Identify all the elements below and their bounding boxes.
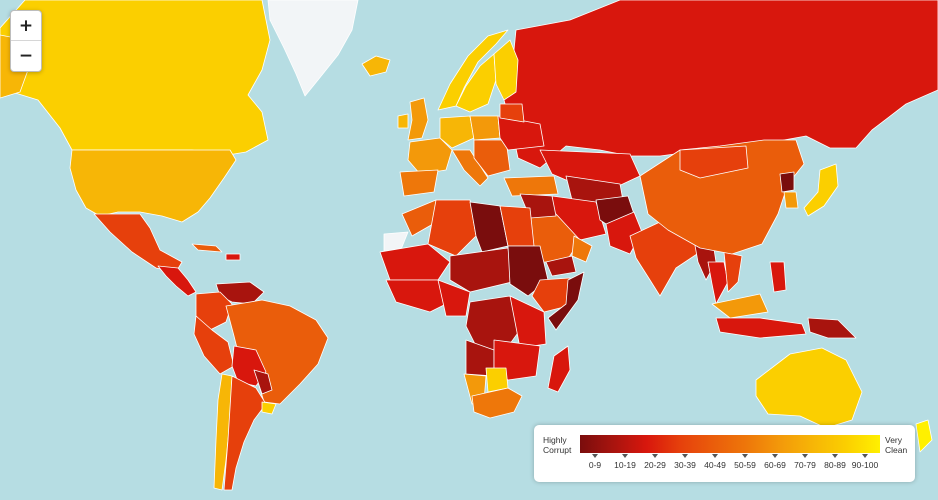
country-malaysia[interactable]: [711, 293, 769, 319]
country-ireland[interactable]: [397, 113, 409, 129]
legend-tick-marker: [802, 454, 808, 458]
legend-tick-50-59: 50-59: [730, 454, 760, 470]
country-south-korea[interactable]: [783, 191, 799, 209]
legend-tick-70-79: 70-79: [790, 454, 820, 470]
legend-tick-marker: [712, 454, 718, 458]
country-algeria[interactable]: [427, 199, 477, 257]
legend-tick-label: 20-29: [644, 460, 666, 470]
country-poland[interactable]: [469, 115, 501, 141]
legend-tick-label: 90-100: [851, 460, 879, 470]
country-canada[interactable]: [0, 0, 271, 157]
country-uk[interactable]: [407, 97, 429, 141]
country-peru[interactable]: [193, 315, 235, 375]
zoom-in-button[interactable]: +: [11, 11, 41, 41]
legend-tick-10-19: 10-19: [610, 454, 640, 470]
country-uruguay[interactable]: [261, 401, 277, 415]
country-yemen[interactable]: [545, 255, 577, 277]
country-iceland[interactable]: [361, 55, 391, 77]
legend-tick-label: 40-49: [704, 460, 726, 470]
legend-tick-label: 50-59: [734, 460, 756, 470]
legend-tick-label: 60-69: [764, 460, 786, 470]
legend-tick-label: 10-19: [614, 460, 636, 470]
country-germany[interactable]: [439, 115, 475, 149]
legend-tick-label: 0-9: [588, 460, 602, 470]
legend-tick-marker: [742, 454, 748, 458]
legend-tick-marker: [772, 454, 778, 458]
country-papua-new-guinea[interactable]: [807, 317, 857, 339]
legend-high-line2: Clean: [885, 445, 908, 455]
country-vietnam[interactable]: [723, 251, 743, 293]
country-madagascar[interactable]: [547, 345, 571, 393]
country-usa[interactable]: [69, 149, 237, 223]
country-philippines[interactable]: [769, 261, 787, 293]
zoom-control: + −: [10, 10, 42, 72]
legend-low-line2: Corrupt: [543, 445, 572, 455]
legend-tick-marker: [592, 454, 598, 458]
legend-tick-label: 30-39: [674, 460, 696, 470]
legend-tick-0-9: 0-9: [580, 454, 610, 470]
country-mali-mauritania[interactable]: [379, 243, 451, 281]
country-argentina[interactable]: [223, 375, 267, 491]
map-legend: Highly Corrupt 0-9 10-19 20-29 30-39 40-49 50…: [534, 425, 915, 482]
legend-ticks: 0-9 10-19 20-29 30-39 40-49 50-59 60-69 70-79 80…: [580, 454, 880, 476]
country-norway[interactable]: [437, 29, 509, 111]
country-hispaniola[interactable]: [225, 253, 241, 261]
country-paraguay[interactable]: [253, 369, 273, 395]
zoom-out-button[interactable]: −: [11, 41, 41, 71]
legend-tick-80-89: 80-89: [820, 454, 850, 470]
country-niger-chad[interactable]: [449, 247, 513, 293]
legend-tick-60-69: 60-69: [760, 454, 790, 470]
country-north-korea[interactable]: [779, 171, 795, 193]
legend-tick-20-29: 20-29: [640, 454, 670, 470]
country-greenland[interactable]: [267, 0, 359, 97]
country-thailand[interactable]: [707, 261, 729, 305]
legend-tick-90-100: 90-100: [850, 454, 880, 470]
legend-tick-marker: [862, 454, 868, 458]
country-finland[interactable]: [493, 39, 519, 101]
country-libya[interactable]: [469, 201, 509, 253]
legend-low-line1: Highly: [543, 435, 567, 445]
country-nigeria[interactable]: [437, 279, 471, 317]
country-east-africa[interactable]: [509, 295, 547, 349]
legend-tick-marker: [652, 454, 658, 458]
country-indonesia[interactable]: [715, 317, 807, 339]
country-mexico[interactable]: [93, 213, 183, 273]
country-somalia[interactable]: [547, 271, 585, 331]
legend-high-line1: Very: [885, 435, 903, 445]
country-new-zealand[interactable]: [915, 419, 933, 453]
country-ukraine[interactable]: [497, 115, 545, 151]
legend-tick-marker: [622, 454, 628, 458]
country-turkey[interactable]: [503, 175, 559, 197]
country-spain-portugal[interactable]: [399, 169, 439, 197]
country-oman[interactable]: [571, 235, 593, 263]
legend-high-label: Very Clean: [885, 435, 915, 455]
country-belarus[interactable]: [499, 103, 525, 123]
country-mongolia[interactable]: [679, 145, 749, 179]
country-west-africa[interactable]: [385, 279, 455, 313]
legend-tick-30-39: 30-39: [670, 454, 700, 470]
country-central-america[interactable]: [157, 265, 197, 297]
country-cuba[interactable]: [191, 243, 223, 253]
country-japan[interactable]: [803, 163, 839, 217]
legend-color-ramp: [580, 435, 880, 453]
country-australia[interactable]: [755, 347, 863, 429]
country-balkans[interactable]: [473, 139, 511, 177]
country-south-africa[interactable]: [471, 387, 523, 419]
legend-tick-label: 70-79: [794, 460, 816, 470]
legend-tick-label: 80-89: [824, 460, 846, 470]
country-ethiopia[interactable]: [531, 277, 571, 313]
country-italy[interactable]: [451, 149, 489, 187]
legend-ramp-fill: [580, 435, 880, 453]
legend-low-label: Highly Corrupt: [543, 435, 583, 455]
legend-tick-marker: [682, 454, 688, 458]
legend-tick-40-49: 40-49: [700, 454, 730, 470]
legend-tick-marker: [832, 454, 838, 458]
